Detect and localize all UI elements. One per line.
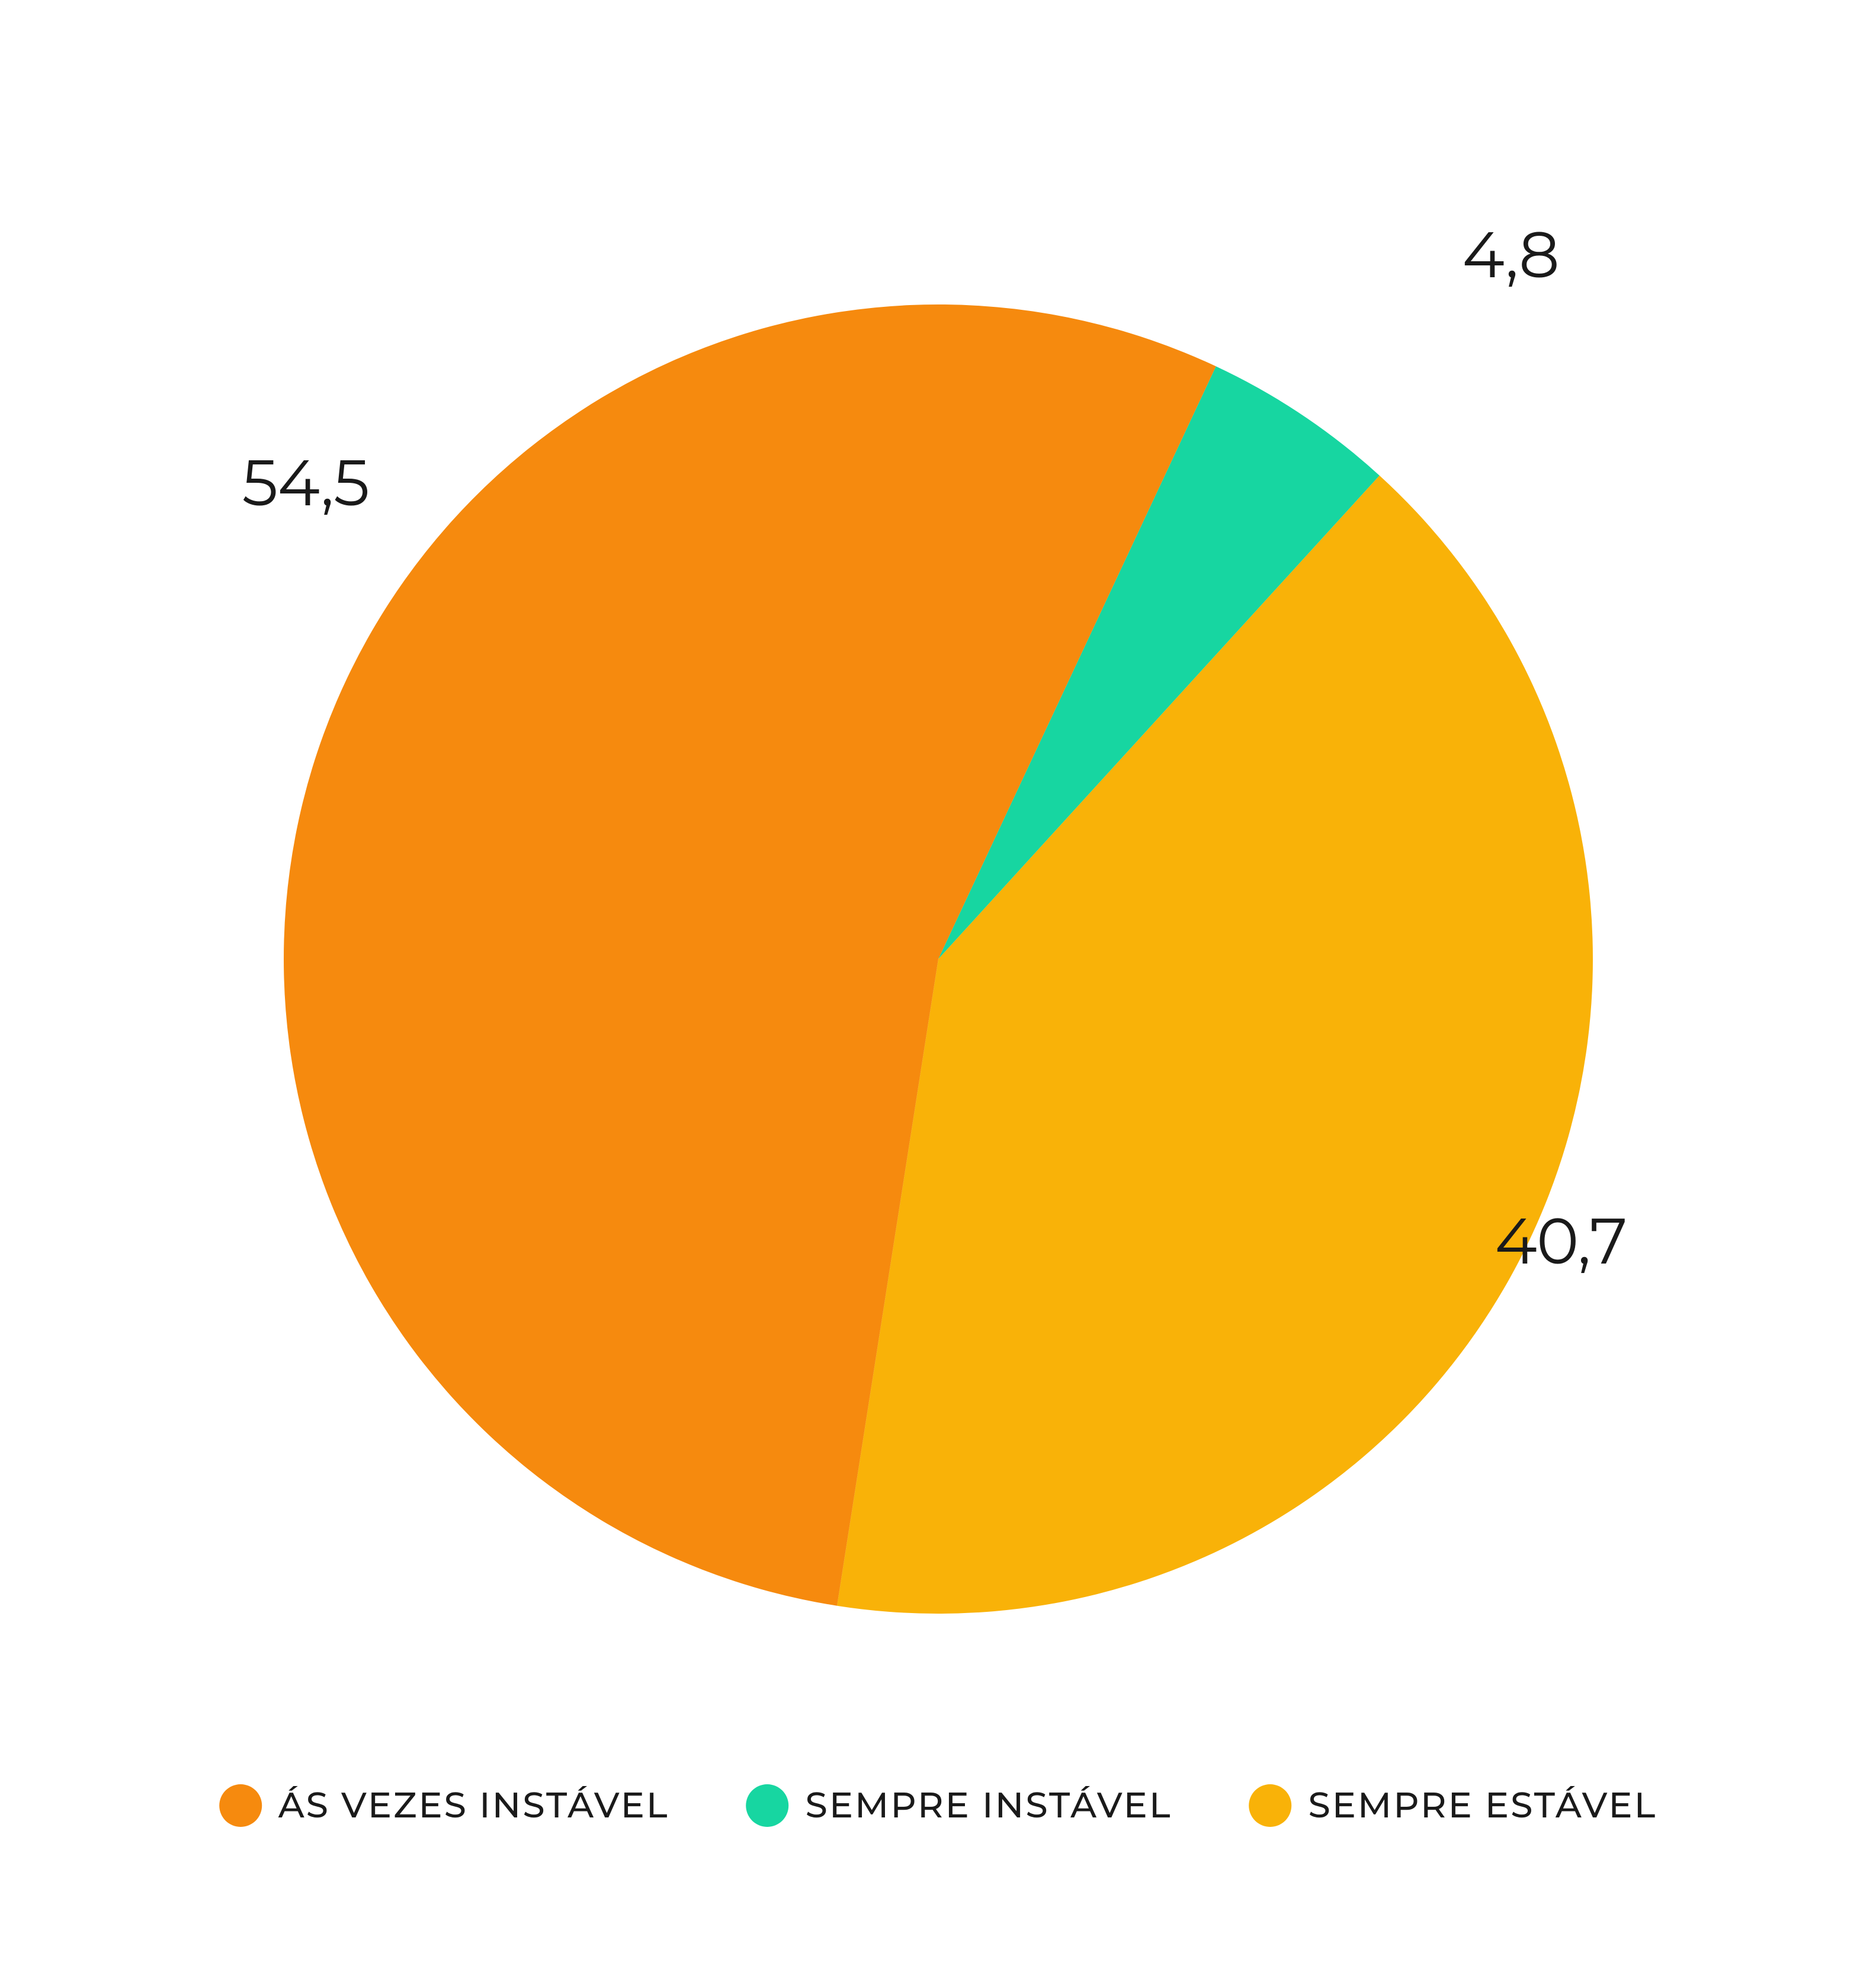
data-label-1: 4,8 bbox=[1463, 216, 1559, 294]
data-label-2: 40,7 bbox=[1495, 1202, 1627, 1280]
data-label-0: 54,5 bbox=[242, 444, 370, 522]
legend-item-1: SEMPRE INSTÁVEL bbox=[746, 1784, 1172, 1827]
legend-label-1: SEMPRE INSTÁVEL bbox=[806, 1784, 1172, 1827]
legend-swatch-1 bbox=[746, 1784, 789, 1827]
legend-item-2: SEMPRE ESTÁVEL bbox=[1249, 1784, 1657, 1827]
chart-legend: ÁS VEZES INSTÁVEL SEMPRE INSTÁVEL SEMPRE… bbox=[219, 1784, 1657, 1827]
pie-chart-container: 54,5 4,8 40,7 bbox=[139, 124, 1738, 1723]
legend-swatch-2 bbox=[1249, 1784, 1291, 1827]
legend-label-0: ÁS VEZES INSTÁVEL bbox=[278, 1784, 669, 1827]
pie-chart-svg bbox=[139, 124, 1738, 1723]
legend-item-0: ÁS VEZES INSTÁVEL bbox=[219, 1784, 669, 1827]
legend-swatch-0 bbox=[219, 1784, 262, 1827]
legend-label-2: SEMPRE ESTÁVEL bbox=[1308, 1784, 1657, 1827]
pie-slices-group bbox=[283, 304, 1592, 1614]
